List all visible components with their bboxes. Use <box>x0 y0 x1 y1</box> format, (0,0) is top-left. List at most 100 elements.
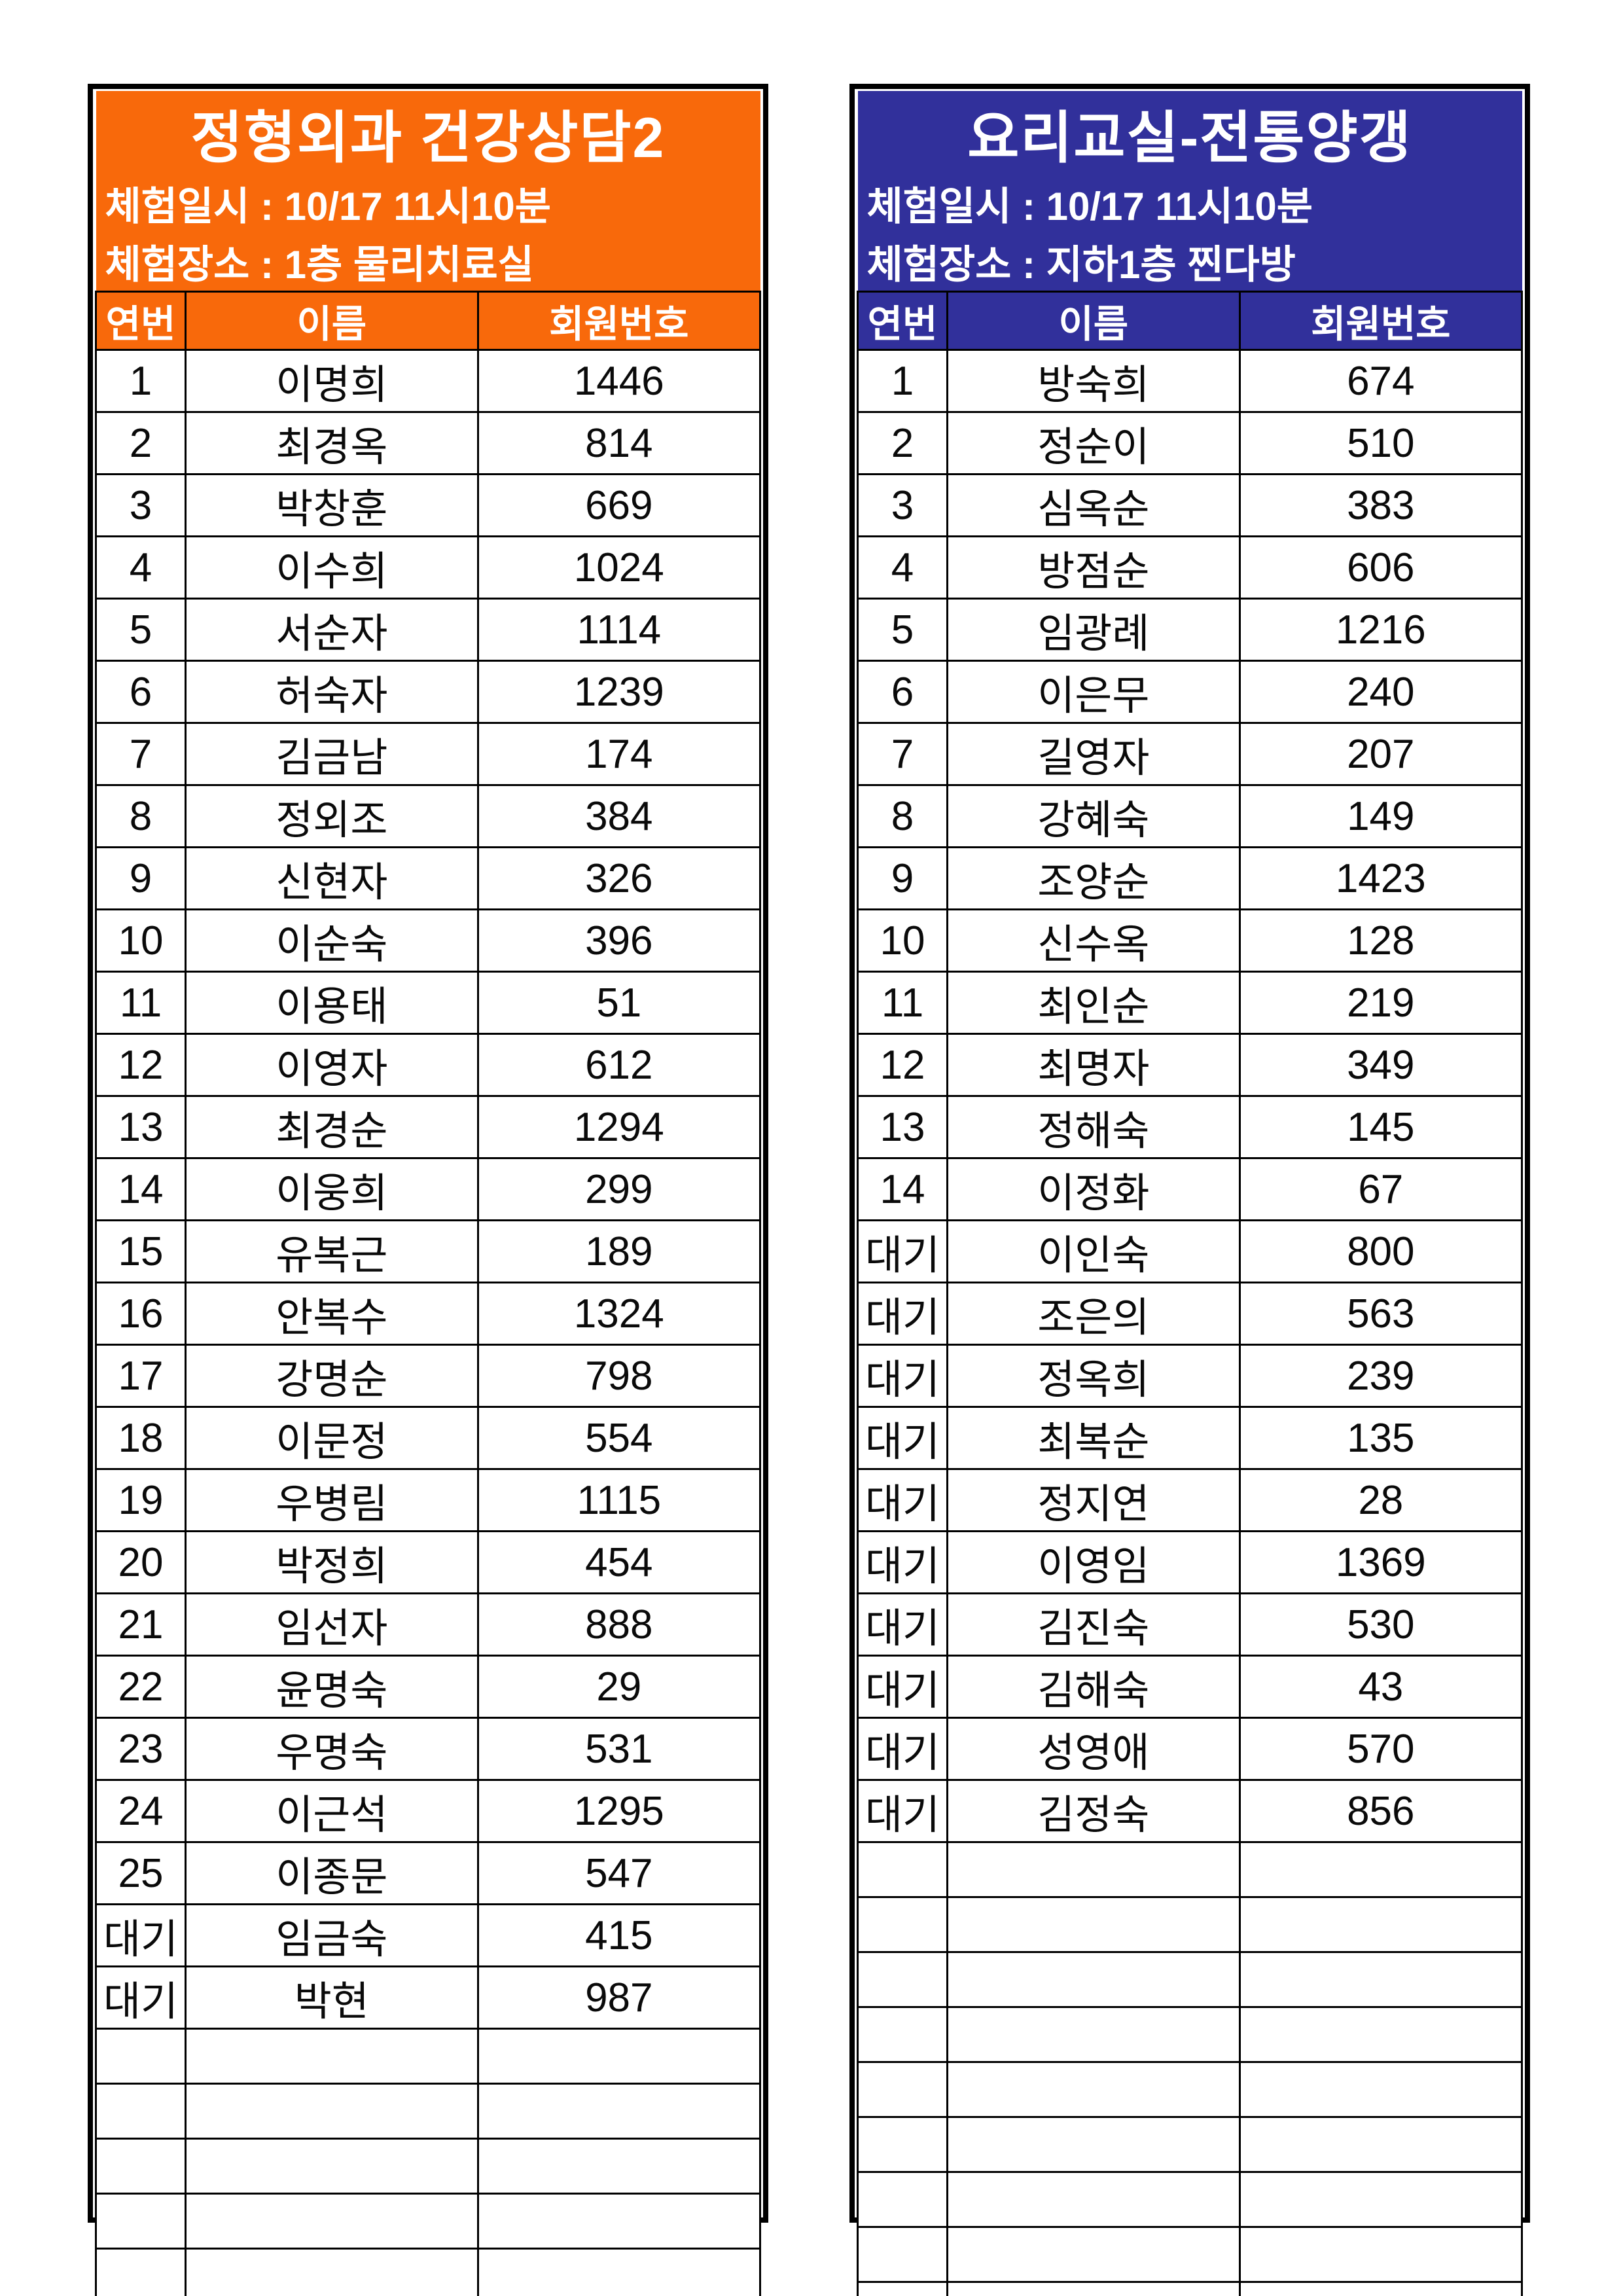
seq-cell: 25 <box>94 1841 187 1905</box>
seq-cell: 1 <box>94 349 187 413</box>
name-cell: 박현 <box>185 1965 479 2030</box>
member-no-cell: 1369 <box>1238 1530 1524 1594</box>
member-no-cell <box>1238 2281 1524 2296</box>
seq-cell: 12 <box>94 1033 187 1097</box>
seq-cell: 대기 <box>856 1219 949 1283</box>
table-row: 14 이웅희 299 <box>94 1157 762 1221</box>
seq-cell <box>94 2248 187 2296</box>
table-row <box>94 2193 762 2250</box>
seq-cell <box>856 2171 949 2228</box>
seq-cell: 19 <box>94 1468 187 1532</box>
member-no-cell: 29 <box>476 1655 762 1719</box>
table-row: 21 임선자 888 <box>94 1592 762 1657</box>
seq-cell: 4 <box>94 535 187 600</box>
table-row: 25 이종문 547 <box>94 1841 762 1905</box>
table-row <box>856 1896 1524 1953</box>
table-row: 6 이은무 240 <box>856 660 1524 724</box>
name-cell <box>946 2116 1241 2173</box>
table-row: 17 강명순 798 <box>94 1344 762 1408</box>
member-no-cell: 856 <box>1238 1779 1524 1843</box>
member-no-cell: 128 <box>1238 908 1524 973</box>
table-row <box>94 2083 762 2140</box>
name-cell <box>946 2226 1241 2283</box>
name-cell: 임선자 <box>185 1592 479 1657</box>
table-title: 정형외과 건강상담2 <box>96 91 760 174</box>
table-row: 4 방점순 606 <box>856 535 1524 600</box>
name-cell: 김진숙 <box>946 1592 1241 1657</box>
member-no-cell: 1295 <box>476 1779 762 1843</box>
seq-cell <box>856 2006 949 2063</box>
member-no-cell: 326 <box>476 846 762 910</box>
name-cell <box>185 2028 479 2085</box>
member-no-cell: 800 <box>1238 1219 1524 1283</box>
table-row <box>856 2061 1524 2118</box>
member-no-cell: 1115 <box>476 1468 762 1532</box>
name-cell: 이영임 <box>946 1530 1241 1594</box>
member-no-cell: 674 <box>1238 349 1524 413</box>
table-row: 9 신현자 326 <box>94 846 762 910</box>
col-header-name: 이름 <box>946 291 1241 351</box>
member-no-cell <box>476 2083 762 2140</box>
table-row: 대기 박현 987 <box>94 1965 762 2030</box>
name-cell: 이정화 <box>946 1157 1241 1221</box>
table-row: 11 최인순 219 <box>856 971 1524 1035</box>
table-row: 대기 정옥희 239 <box>856 1344 1524 1408</box>
name-cell <box>185 2083 479 2140</box>
table-row: 16 안복수 1324 <box>94 1282 762 1346</box>
seq-cell: 대기 <box>94 1903 187 1967</box>
seq-cell: 대기 <box>856 1344 949 1408</box>
member-no-cell: 530 <box>1238 1592 1524 1657</box>
name-cell: 이수희 <box>185 535 479 600</box>
member-no-cell: 396 <box>476 908 762 973</box>
name-cell: 이웅희 <box>185 1157 479 1221</box>
seq-cell: 대기 <box>856 1406 949 1470</box>
member-no-cell: 145 <box>1238 1095 1524 1159</box>
seq-cell: 대기 <box>856 1530 949 1594</box>
name-cell: 임금숙 <box>185 1903 479 1967</box>
name-cell: 허숙자 <box>185 660 479 724</box>
member-no-cell <box>1238 2116 1524 2173</box>
table-row <box>856 1951 1524 2008</box>
member-no-cell: 814 <box>476 411 762 475</box>
name-cell: 이용태 <box>185 971 479 1035</box>
table-row: 대기 김정숙 856 <box>856 1779 1524 1843</box>
member-no-cell: 299 <box>476 1157 762 1221</box>
table-row: 3 심옥순 383 <box>856 473 1524 537</box>
name-cell: 김금남 <box>185 722 479 786</box>
name-cell: 길영자 <box>946 722 1241 786</box>
name-cell: 서순자 <box>185 598 479 662</box>
table-row: 대기 정지연 28 <box>856 1468 1524 1532</box>
name-cell: 정지연 <box>946 1468 1241 1532</box>
table-row: 대기 김진숙 530 <box>856 1592 1524 1657</box>
seq-cell: 대기 <box>856 1779 949 1843</box>
name-cell: 신수옥 <box>946 908 1241 973</box>
table-row: 8 정외조 384 <box>94 784 762 848</box>
seq-cell: 2 <box>856 411 949 475</box>
member-no-cell: 606 <box>1238 535 1524 600</box>
member-no-cell: 454 <box>476 1530 762 1594</box>
table-row: 15 유복근 189 <box>94 1219 762 1283</box>
table-row: 7 김금남 174 <box>94 722 762 786</box>
session-datetime: 체험일시 : 10/17 11시10분 <box>857 174 1522 232</box>
name-cell: 이명희 <box>185 349 479 413</box>
member-no-cell: 798 <box>476 1344 762 1408</box>
table-row: 23 우명숙 531 <box>94 1717 762 1781</box>
table-row: 8 강혜숙 149 <box>856 784 1524 848</box>
name-cell: 임광례 <box>946 598 1241 662</box>
seq-cell: 3 <box>94 473 187 537</box>
name-cell: 우병림 <box>185 1468 479 1532</box>
table-title: 요리교실-전통양갱 <box>857 91 1522 174</box>
seq-cell: 5 <box>94 598 187 662</box>
table-row: 2 정순이 510 <box>856 411 1524 475</box>
name-cell: 유복근 <box>185 1219 479 1283</box>
name-cell: 조양순 <box>946 846 1241 910</box>
seq-cell: 14 <box>94 1157 187 1221</box>
member-no-cell: 563 <box>1238 1282 1524 1346</box>
name-cell: 우명숙 <box>185 1717 479 1781</box>
table-row: 1 방숙희 674 <box>856 349 1524 413</box>
name-cell: 최복순 <box>946 1406 1241 1470</box>
member-no-cell: 28 <box>1238 1468 1524 1532</box>
seq-cell: 14 <box>856 1157 949 1221</box>
name-cell <box>946 1896 1241 1953</box>
seq-cell: 대기 <box>856 1717 949 1781</box>
